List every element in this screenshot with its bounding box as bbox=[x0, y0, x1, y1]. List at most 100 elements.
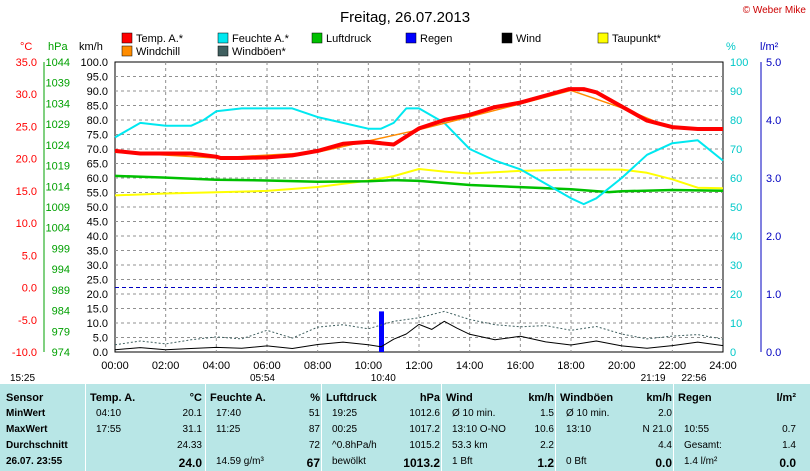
humidity-axis-tick: 50 bbox=[730, 202, 742, 214]
temp-axis-tick: 35.0 bbox=[16, 57, 37, 69]
cell-label: 1.4 l/m² bbox=[684, 456, 718, 467]
cell-value: 1.5 bbox=[540, 408, 554, 419]
temp-axis-tick: 0.0 bbox=[22, 283, 37, 295]
pressure-axis-tick: 979 bbox=[52, 326, 70, 338]
pressure-axis-tick: 1014 bbox=[46, 181, 70, 193]
time-marker: 15:25 bbox=[10, 373, 35, 384]
wind-axis-tick: 50.0 bbox=[87, 202, 108, 214]
section-header: Feuchte A. bbox=[210, 392, 266, 404]
row-label: Sensor bbox=[6, 392, 44, 404]
cell-value: 1012.6 bbox=[409, 408, 440, 419]
x-tick-label: 00:00 bbox=[101, 360, 129, 372]
wind-axis-tick: 75.0 bbox=[87, 130, 108, 142]
wind-axis-tick: 20.0 bbox=[87, 289, 108, 301]
cell-label: 1 Bft bbox=[452, 456, 473, 467]
cell-label: 13:10 O-NO bbox=[452, 424, 506, 435]
humidity-axis-tick: 20 bbox=[730, 289, 742, 301]
humidity-axis-tick: 90 bbox=[730, 86, 742, 98]
pressure-axis-tick: 989 bbox=[52, 285, 70, 297]
rain-axis-tick: 0.0 bbox=[766, 347, 781, 359]
pressure-axis-tick: 1029 bbox=[46, 119, 70, 131]
cell-value: 0.0 bbox=[779, 456, 796, 470]
humidity-axis-tick: 30 bbox=[730, 260, 742, 272]
humidity-axis-unit: % bbox=[726, 41, 736, 53]
legend-label: Windböen* bbox=[232, 46, 287, 58]
legend-label: Wind bbox=[516, 33, 541, 45]
humidity-axis-tick: 70 bbox=[730, 144, 742, 156]
pressure-axis-tick: 1044 bbox=[46, 57, 70, 69]
pressure-axis-tick: 1019 bbox=[46, 161, 70, 173]
series-taupunkt-line bbox=[114, 168, 724, 197]
column-separator bbox=[555, 384, 556, 471]
section-unit: km/h bbox=[646, 392, 672, 404]
cell-label: 00:25 bbox=[332, 424, 358, 435]
cell-value: 2.0 bbox=[658, 408, 672, 419]
pressure-axis-tick: 1004 bbox=[46, 223, 70, 235]
cell-value: 51 bbox=[308, 408, 320, 419]
wind-axis-tick: 0.0 bbox=[93, 347, 108, 359]
cell-value: 24.0 bbox=[178, 456, 202, 470]
cell-label: 11:25 bbox=[216, 424, 241, 435]
cell-label: Gesamt: bbox=[684, 440, 722, 451]
cell-value: 24.33 bbox=[176, 440, 202, 451]
cell-value: 1.2 bbox=[537, 456, 554, 470]
x-tick-label: 14:00 bbox=[456, 360, 484, 372]
section-unit: km/h bbox=[528, 392, 554, 404]
cell-value: 1017.2 bbox=[409, 424, 440, 435]
pressure-axis-tick: 1039 bbox=[46, 78, 70, 90]
x-tick-label: 18:00 bbox=[557, 360, 585, 372]
wind-axis-tick: 60.0 bbox=[87, 173, 108, 185]
cell-value: N 21.0 bbox=[642, 424, 672, 435]
wind-axis-tick: 85.0 bbox=[87, 101, 108, 113]
wind-axis-tick: 80.0 bbox=[87, 115, 108, 127]
cell-value: 0.0 bbox=[655, 456, 672, 470]
pressure-axis-unit: hPa bbox=[48, 41, 68, 53]
series-tempa-line bbox=[114, 87, 723, 160]
pressure-axis-tick: 1024 bbox=[46, 140, 70, 152]
humidity-axis-tick: 100 bbox=[730, 57, 748, 69]
cell-label: 17:55 bbox=[96, 424, 122, 435]
legend-swatch bbox=[121, 32, 133, 44]
cell-value: 0.7 bbox=[782, 424, 796, 435]
cell-label: 04:10 bbox=[96, 408, 122, 419]
temp-axis-tick: 5.0 bbox=[22, 250, 37, 262]
temp-axis-tick: 25.0 bbox=[16, 121, 37, 133]
temp-axis-unit: °C bbox=[20, 41, 32, 53]
time-marker: 10:40 bbox=[371, 373, 396, 384]
pressure-axis-tick: 974 bbox=[52, 347, 70, 359]
cell-label: 14.59 g/m³ bbox=[216, 456, 264, 467]
summary-table: Sensor MinWert MaxWert Durchschnitt 26.07. 2… bbox=[0, 384, 810, 471]
section-header: Windböen bbox=[560, 392, 614, 404]
cell-value: 67 bbox=[306, 456, 320, 470]
cell-value: 31.1 bbox=[182, 424, 202, 435]
cell-label: 17:40 bbox=[216, 408, 242, 419]
cell-value: 20.1 bbox=[182, 408, 202, 419]
rain-axis-tick: 5.0 bbox=[766, 57, 781, 69]
cell-label: ^0.8hPa/h bbox=[332, 440, 377, 451]
cell-label: 13:10 bbox=[566, 424, 592, 435]
cell-label: Ø 10 min. bbox=[452, 408, 496, 419]
humidity-axis-tick: 40 bbox=[730, 231, 742, 243]
wind-axis-tick: 25.0 bbox=[87, 275, 108, 287]
legend-label: Luftdruck bbox=[326, 33, 372, 45]
x-tick-label: 02:00 bbox=[152, 360, 180, 372]
legend-swatch bbox=[217, 45, 229, 57]
cell-value: 10.6 bbox=[534, 424, 554, 435]
humidity-axis-tick: 10 bbox=[730, 318, 742, 330]
series-luftdruck-line bbox=[114, 174, 724, 194]
temp-axis-tick: -5.0 bbox=[18, 315, 37, 327]
x-tick-label: 20:00 bbox=[608, 360, 636, 372]
column-separator bbox=[441, 384, 442, 471]
wind-axis-tick: 65.0 bbox=[87, 159, 108, 171]
wind-axis-unit: km/h bbox=[79, 41, 103, 53]
pressure-axis-tick: 1034 bbox=[46, 98, 70, 110]
legend-label: Feuchte A.* bbox=[232, 33, 290, 45]
series-wind-line bbox=[114, 320, 724, 351]
rain-axis-tick: 1.0 bbox=[766, 289, 781, 301]
humidity-axis-tick: 0 bbox=[730, 347, 736, 359]
legend-swatch bbox=[501, 32, 513, 44]
rain-axis-tick: 3.0 bbox=[766, 173, 781, 185]
legend-swatch bbox=[121, 45, 133, 57]
section-unit: % bbox=[310, 392, 320, 404]
legend-label: Windchill bbox=[136, 46, 180, 58]
